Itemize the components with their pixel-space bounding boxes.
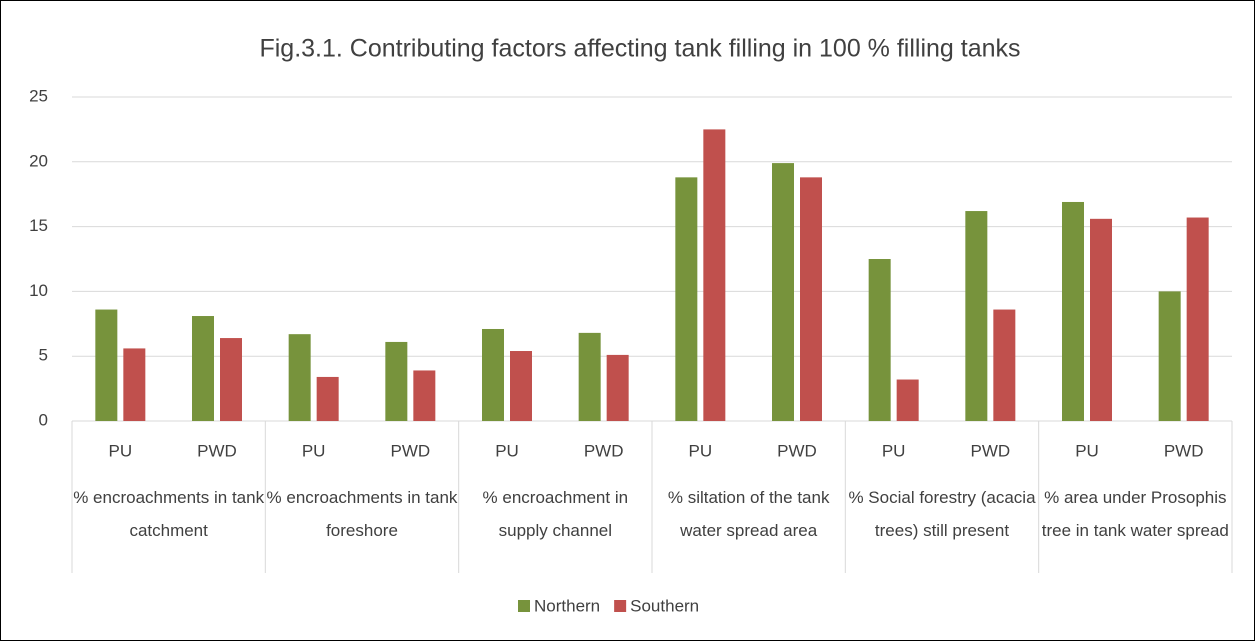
bar xyxy=(95,309,118,421)
legend-swatch xyxy=(614,600,627,612)
bar xyxy=(965,211,988,421)
bar xyxy=(123,348,146,421)
bar xyxy=(896,379,919,421)
x-tick-label: PU xyxy=(882,441,906,460)
bar xyxy=(288,334,311,421)
x-tick-label: PWD xyxy=(777,441,817,460)
y-tick-label: 25 xyxy=(29,86,48,105)
group-label: % encroachments in tank foreshore xyxy=(266,488,458,540)
x-tick-label: PU xyxy=(109,441,133,460)
y-tick-label: 20 xyxy=(29,151,48,170)
bar xyxy=(385,341,408,421)
x-tick-label: PWD xyxy=(390,441,430,460)
bar xyxy=(192,316,214,421)
y-tick-label: 15 xyxy=(29,216,48,235)
bar xyxy=(482,328,504,421)
bar xyxy=(1090,218,1112,421)
bar xyxy=(510,351,532,421)
group-label: % encroachments in tank catchment xyxy=(73,488,265,540)
group-label: % Social forestry (acacia trees) still p… xyxy=(848,488,1036,540)
group-label: % area under Prosophis tree in tank wate… xyxy=(1041,488,1229,540)
bar xyxy=(1062,201,1084,421)
bar xyxy=(703,129,726,421)
x-tick-label: PU xyxy=(495,441,519,460)
bar xyxy=(1158,291,1181,421)
x-tick-label: PWD xyxy=(970,441,1010,460)
bar xyxy=(675,177,698,421)
x-tick-label: PWD xyxy=(584,441,624,460)
x-tick-label: PWD xyxy=(197,441,237,460)
bar xyxy=(606,354,629,421)
legend-swatch xyxy=(518,600,530,612)
y-tick-label: 0 xyxy=(39,410,48,429)
bar xyxy=(316,376,339,421)
x-tick-label: PU xyxy=(689,441,713,460)
bar xyxy=(413,370,436,421)
group-label: % encroachment in supply channel xyxy=(482,488,629,540)
bar xyxy=(220,338,242,421)
x-tick-label: PU xyxy=(1075,441,1099,460)
bar xyxy=(772,163,794,421)
bar xyxy=(1186,217,1209,421)
y-tick-label: 5 xyxy=(39,346,48,365)
bar xyxy=(800,177,822,421)
x-tick-label: PWD xyxy=(1164,441,1204,460)
x-tick-label: PU xyxy=(302,441,326,460)
group-label: % siltation of the tank water spread are… xyxy=(667,488,830,540)
legend-label: Southern xyxy=(630,596,699,615)
bar xyxy=(868,259,891,421)
chart-title: Fig.3.1. Contributing factors affecting … xyxy=(259,35,1020,63)
bar xyxy=(578,332,601,421)
y-tick-label: 10 xyxy=(29,281,48,300)
legend-label: Northern xyxy=(534,596,600,615)
bar xyxy=(993,309,1016,421)
